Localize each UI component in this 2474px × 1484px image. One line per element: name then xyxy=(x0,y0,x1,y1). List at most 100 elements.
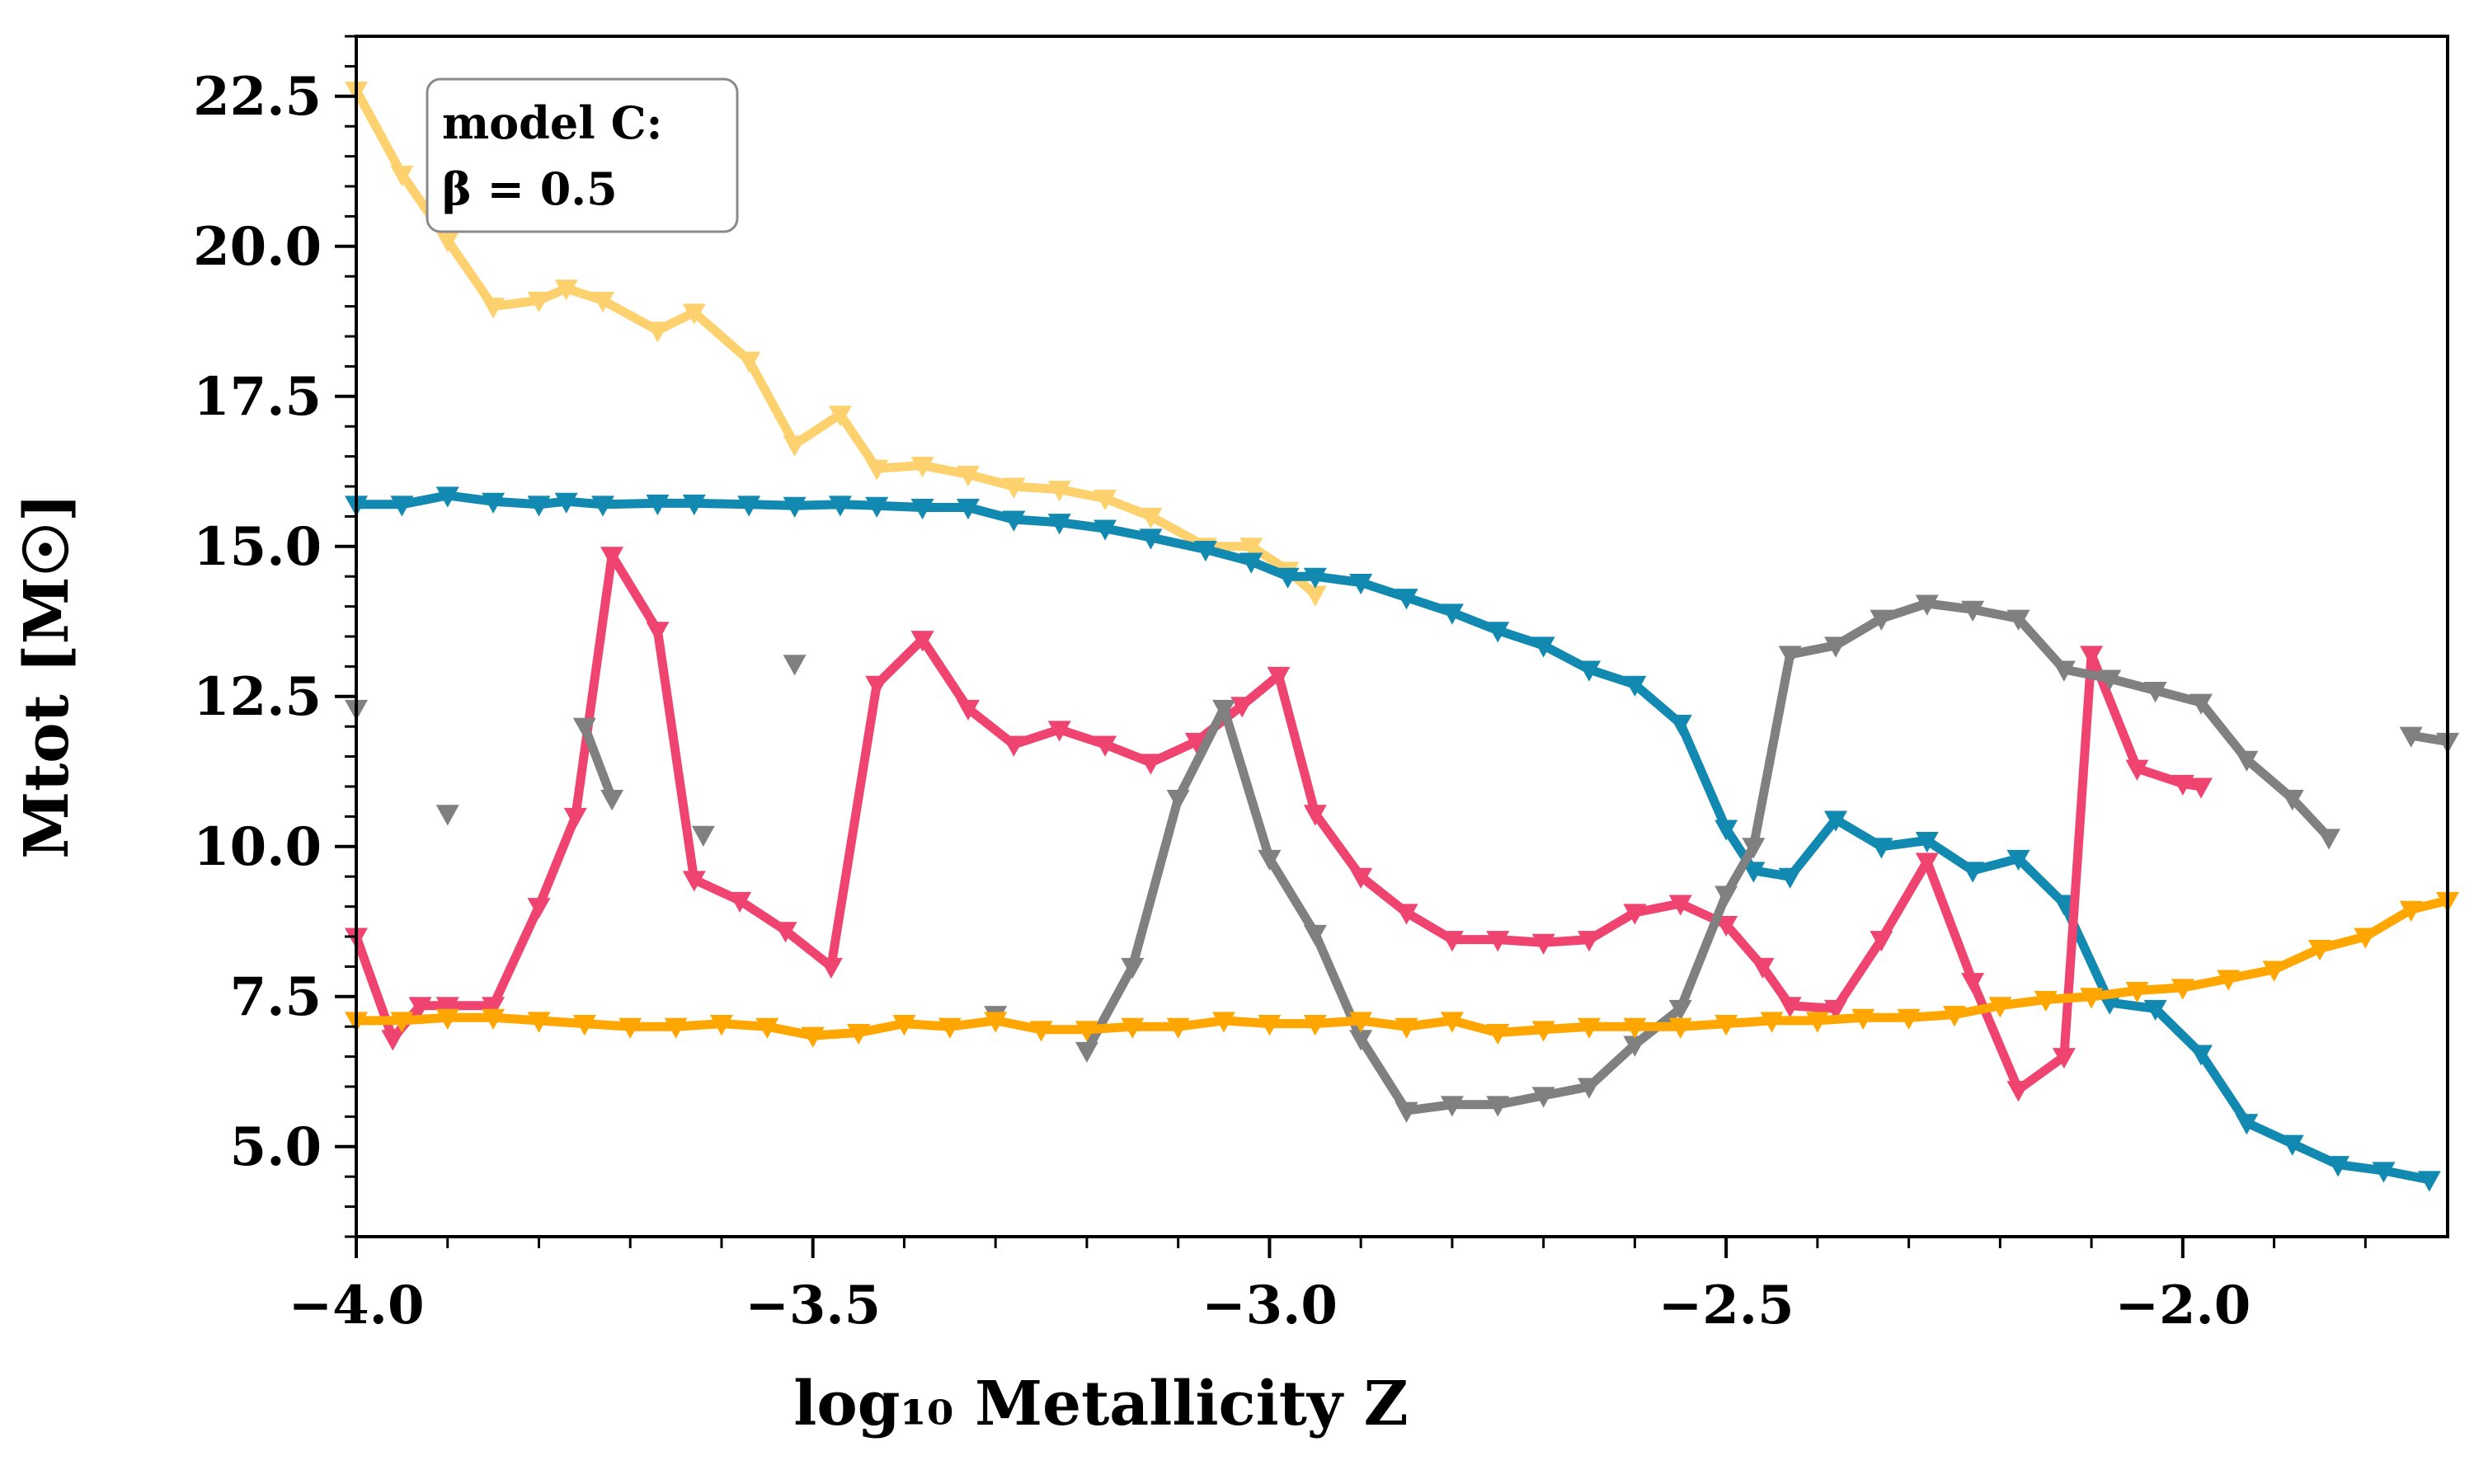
series-3-point xyxy=(910,631,934,652)
series-5-point xyxy=(618,1017,642,1039)
series-2-point xyxy=(1824,810,1848,832)
series-3-point xyxy=(1303,805,1327,826)
series-3-point xyxy=(600,547,624,568)
series-3-point xyxy=(2171,774,2194,796)
series-5-point xyxy=(2125,982,2149,1003)
series-1-point xyxy=(435,232,459,253)
series-1 xyxy=(345,82,1327,607)
series-3-point xyxy=(435,997,459,1018)
series-1-point xyxy=(482,298,506,319)
y-tick-label: 5.0 xyxy=(230,1116,322,1178)
series-3-point xyxy=(1751,957,1775,979)
series-1-point xyxy=(390,165,414,187)
series-3-point xyxy=(956,699,980,721)
series-2-point xyxy=(682,494,706,516)
series-5-point xyxy=(801,1026,825,1048)
series-2-point xyxy=(1139,528,1163,550)
series-3-point xyxy=(563,807,587,829)
series-2-line-1 xyxy=(351,491,2434,1185)
series-2-point xyxy=(2326,1156,2350,1177)
series-2-point xyxy=(2006,849,2030,871)
y-axis-title: Mtot [M☉] xyxy=(12,493,82,859)
series-4-point xyxy=(1349,1030,1373,1051)
series-3-point xyxy=(2006,1081,2030,1102)
series-2-point xyxy=(1578,660,1602,682)
series-5-point xyxy=(1166,1017,1190,1039)
series-1-point xyxy=(865,459,889,481)
series-4-point xyxy=(1121,957,1145,979)
series-2-point xyxy=(390,495,414,517)
annotation-line-2: β = 0.5 xyxy=(442,162,618,215)
tick-layer: −4.0 −3.5 −3.0 −2.5 −2.0 5.0 7.5 10.0 12.5 15.0 17… xyxy=(193,35,2367,1336)
x-tick-label: −2.5 xyxy=(1658,1275,1794,1336)
series-3-point xyxy=(1961,973,1985,994)
series-2-point xyxy=(1193,540,1217,562)
series-5-point xyxy=(1942,1006,1966,1027)
series-1-point xyxy=(783,435,807,457)
series-3-point xyxy=(646,622,670,643)
series-4-point xyxy=(1915,594,1939,616)
series-5-point xyxy=(1258,1015,1282,1036)
series-3-point xyxy=(1349,867,1373,889)
series-4-point xyxy=(572,717,596,739)
series-3-point xyxy=(482,997,506,1018)
series-4-point xyxy=(1395,1101,1418,1123)
series-3-line-1 xyxy=(351,551,2206,1095)
series-5-point xyxy=(1349,1012,1373,1033)
series-3-point xyxy=(1002,735,1026,757)
y-tick-label: 12.5 xyxy=(193,666,322,728)
series-1-point xyxy=(554,279,578,301)
series-5-line-1 xyxy=(351,895,2453,1040)
series-3-point xyxy=(1623,904,1647,925)
series-5-point xyxy=(1578,1017,1602,1039)
series-5-point xyxy=(1212,1012,1236,1033)
series-1-point xyxy=(956,465,980,487)
series-1-point xyxy=(527,291,551,313)
series-3-point xyxy=(1578,931,1602,952)
series-3-point xyxy=(819,957,843,979)
series-2-point xyxy=(1778,867,1802,889)
series-5-point xyxy=(1805,1012,1829,1033)
series-2-point xyxy=(2235,1114,2259,1135)
series-2-point xyxy=(1714,819,1738,841)
series-3-point xyxy=(1870,931,1893,952)
series-5-point xyxy=(2217,970,2241,991)
series-5 xyxy=(345,891,2459,1048)
series-3-point xyxy=(408,997,432,1018)
series-2-point xyxy=(828,495,852,517)
series-5-point xyxy=(938,1017,962,1039)
series-5-point xyxy=(1714,1015,1738,1036)
series-5-point xyxy=(482,1008,506,1030)
series-5-point xyxy=(2171,979,2194,1000)
series-3-point xyxy=(1486,931,1510,952)
series-4-point xyxy=(2143,682,2167,703)
series-2-point xyxy=(435,486,459,508)
series-4-point xyxy=(2399,726,2423,748)
series-4-point xyxy=(1486,1096,1510,1117)
series-5-point xyxy=(1075,1021,1098,1042)
y-tick-label: 10.0 xyxy=(193,816,322,878)
series-3-point xyxy=(1668,895,1692,916)
series-2-point xyxy=(2417,1171,2441,1192)
series-5-point xyxy=(1897,1008,1921,1030)
series-1-point xyxy=(591,291,615,313)
series-3-point xyxy=(381,1030,405,1051)
series-2-point xyxy=(1239,552,1263,574)
series-4-point xyxy=(1212,699,1236,721)
series-5-point xyxy=(2354,928,2378,949)
series-layer xyxy=(345,82,2459,1192)
series-2-point xyxy=(2052,895,2076,916)
series-1-point xyxy=(1239,538,1263,559)
series-3-point xyxy=(2052,1048,2076,1069)
x-tick-label: −2.0 xyxy=(2114,1275,2251,1336)
series-5-point xyxy=(2262,960,2286,982)
y-tick-label: 20.0 xyxy=(193,216,322,278)
series-5-point xyxy=(1988,997,2012,1018)
series-1-point xyxy=(1047,481,1071,502)
series-4-point xyxy=(1440,1096,1464,1117)
series-4-point xyxy=(1258,849,1282,871)
series-2-point xyxy=(956,498,980,520)
series-2-point xyxy=(783,496,807,518)
series-4-point xyxy=(1714,885,1738,907)
y-tick-label: 17.5 xyxy=(193,366,322,428)
